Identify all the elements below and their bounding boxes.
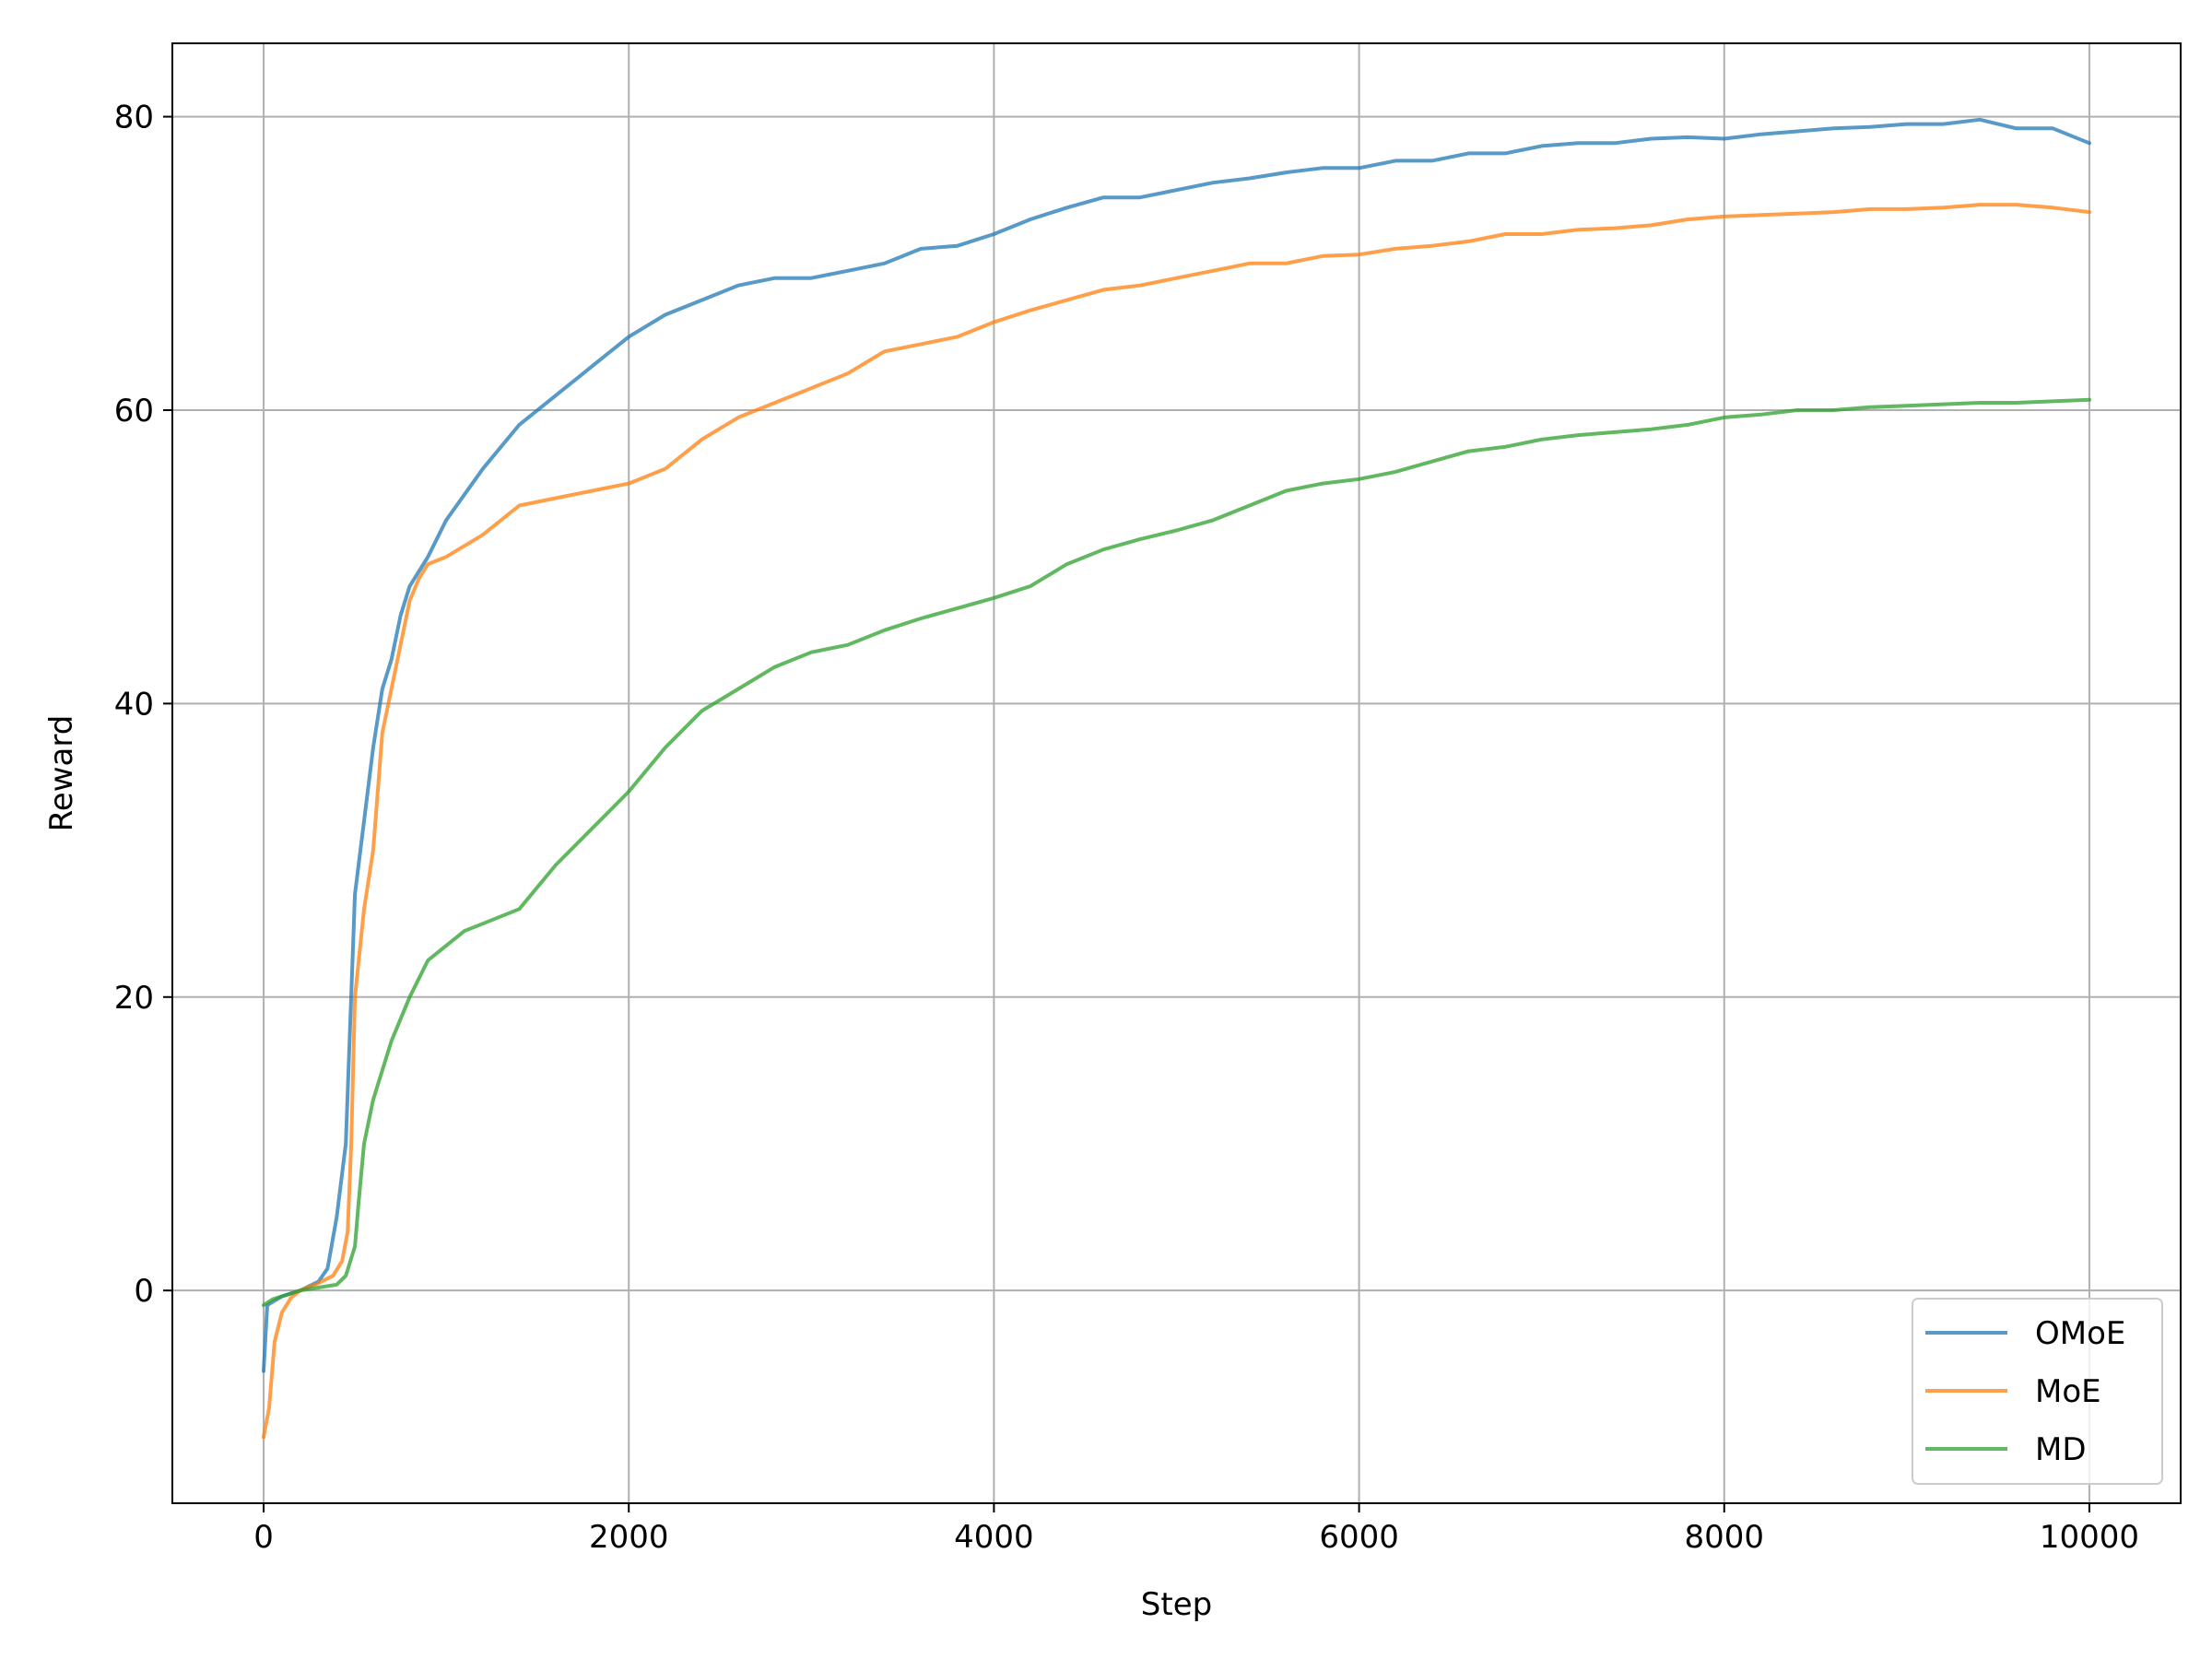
plot-frame — [171, 42, 2182, 1504]
y-tick-label: 20 — [114, 980, 154, 1017]
legend-box — [1912, 1298, 2163, 1485]
axis-ticks: 0 2000 4000 6000 8000 10000 0 20 40 60 80 — [114, 100, 2139, 1556]
y-tick-label: 80 — [114, 100, 154, 136]
x-tick-label: 8000 — [1685, 1519, 1765, 1556]
y-axis-label: Reward — [43, 715, 80, 832]
legend: OMoE MoE MD — [1912, 1298, 2163, 1485]
series-line-moe — [262, 203, 2091, 1440]
series-line-omoe — [262, 117, 2091, 1373]
x-tick-label: 2000 — [589, 1519, 669, 1556]
y-tick-label: 40 — [114, 686, 154, 723]
x-tick-label: 0 — [253, 1519, 274, 1556]
legend-label-md: MD — [2035, 1431, 2087, 1468]
y-tick-label: 0 — [134, 1273, 154, 1310]
x-tick-label: 6000 — [1319, 1519, 1399, 1556]
series-layer — [262, 117, 2091, 1440]
legend-label-moe: MoE — [2035, 1373, 2101, 1410]
x-axis-label: Step — [1141, 1586, 1212, 1623]
legend-label-omoe: OMoE — [2035, 1315, 2125, 1352]
series-line-md — [262, 397, 2091, 1308]
x-tick-label: 4000 — [954, 1519, 1034, 1556]
y-tick-label: 60 — [114, 393, 154, 429]
x-tick-label: 10000 — [2040, 1519, 2139, 1556]
